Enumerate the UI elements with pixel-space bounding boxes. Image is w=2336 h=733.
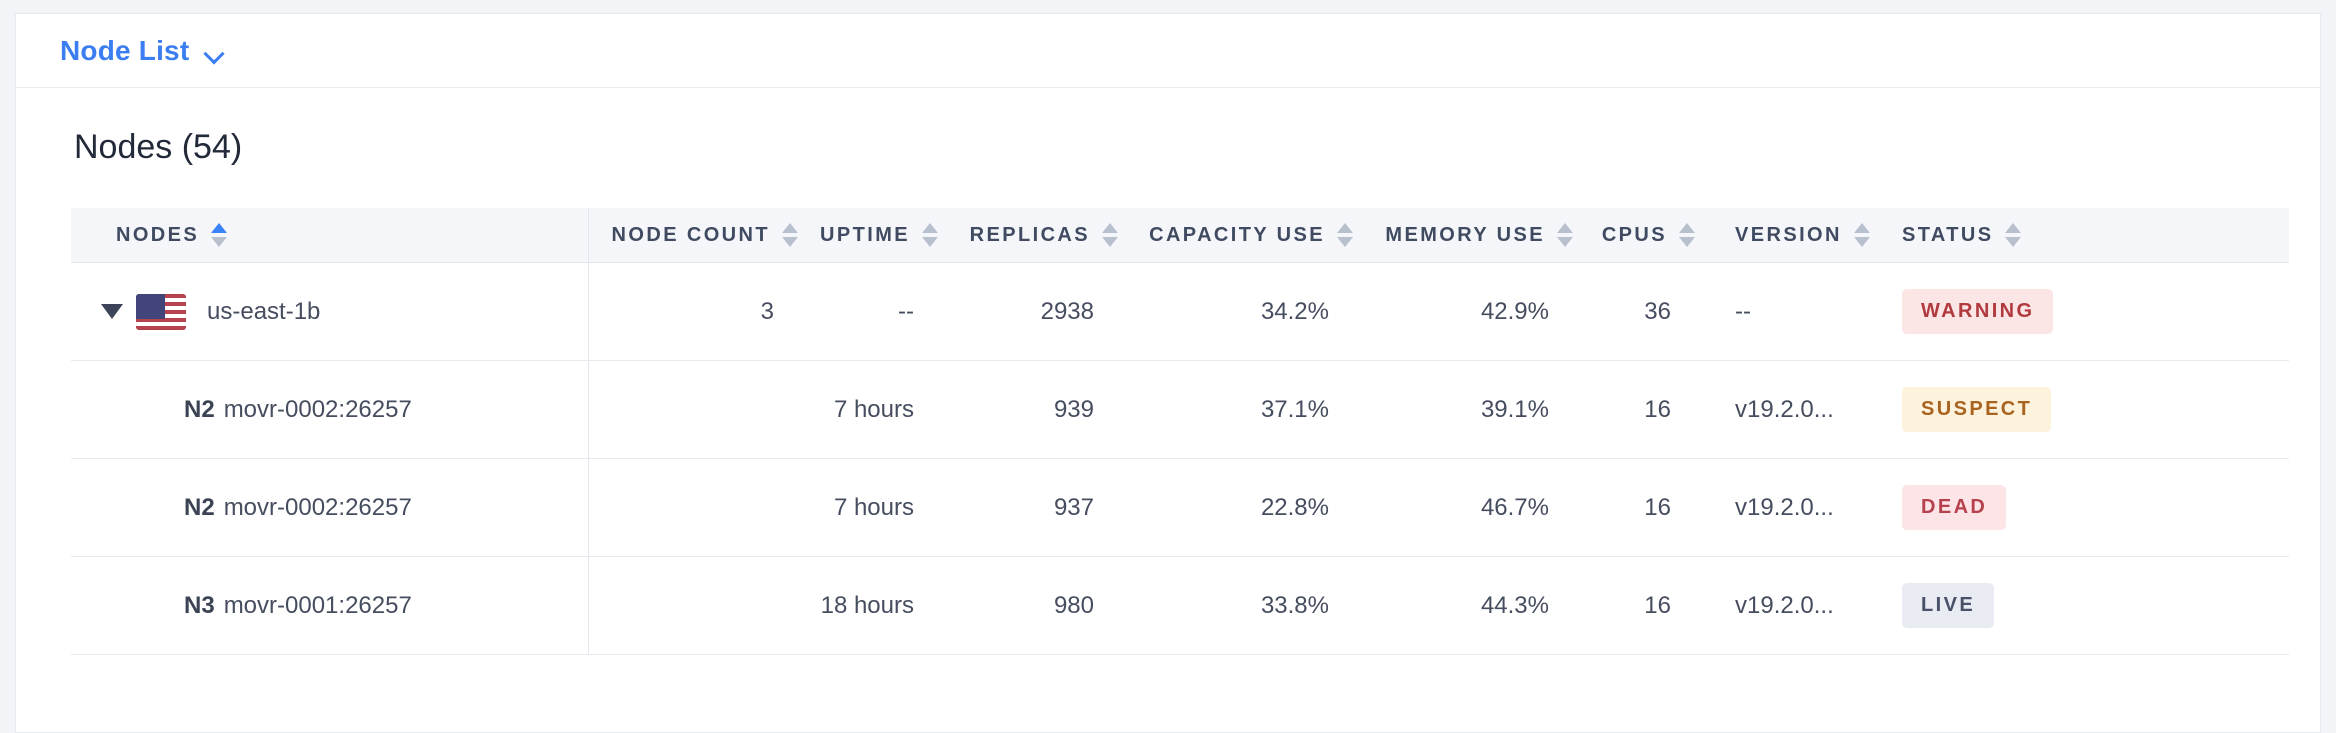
page-title: Nodes (54) — [74, 128, 243, 166]
replicas-value: 939 — [1053, 395, 1094, 423]
table-row-node: N3 movr-0001:26257 18 hours 980 33.8% 44… — [71, 557, 2289, 655]
node-address: movr-0002:26257 — [223, 395, 412, 423]
sort-icon[interactable] — [782, 223, 798, 247]
column-header-capacity-use[interactable]: CAPACITY USE — [1124, 208, 1359, 262]
column-header-uptime[interactable]: UPTIME — [804, 208, 944, 262]
node-cell[interactable]: N2 movr-0002:26257 — [71, 361, 589, 458]
sort-icon[interactable] — [1337, 223, 1353, 247]
column-header-version[interactable]: VERSION — [1701, 208, 1886, 262]
status-badge: DEAD — [1902, 485, 2007, 530]
region-name: us-east-1b — [207, 297, 321, 325]
column-header-nodes[interactable]: NODES — [71, 208, 589, 262]
sort-icon[interactable] — [1853, 223, 1870, 247]
sort-icon[interactable] — [2005, 223, 2022, 247]
node-address: movr-0001:26257 — [223, 591, 412, 619]
sort-icon[interactable] — [1679, 223, 1695, 247]
node-id: N3 — [184, 591, 215, 619]
table-row-node: N2 movr-0002:26257 7 hours 937 22.8% 46.… — [71, 459, 2289, 557]
replicas-value: 2938 — [1040, 297, 1094, 325]
replicas-value: 937 — [1053, 493, 1094, 521]
table-row-node: N2 movr-0002:26257 7 hours 939 37.1% 39.… — [71, 361, 2289, 459]
node-count-value — [589, 459, 804, 556]
column-header-node-count[interactable]: NODE COUNT — [589, 208, 804, 262]
sort-icon[interactable] — [1557, 223, 1573, 247]
column-header-replicas[interactable]: REPLICAS — [944, 208, 1124, 262]
column-header-memory-use[interactable]: MEMORY USE — [1359, 208, 1579, 262]
node-address: movr-0002:26257 — [223, 493, 412, 521]
uptime-value: 18 hours — [820, 591, 914, 619]
node-count-value — [589, 361, 804, 458]
capacity-use-value: 22.8% — [1260, 493, 1329, 521]
capacity-use-value: 37.1% — [1260, 395, 1329, 423]
nodes-table: NODES NODE COUNT UPTIME REPLICAS CAPACIT… — [71, 208, 2289, 655]
memory-use-value: 46.7% — [1480, 493, 1549, 521]
sort-icon[interactable] — [922, 223, 938, 247]
status-badge: WARNING — [1902, 289, 2054, 334]
version-value: -- — [1735, 297, 1751, 325]
table-row-region: us-east-1b 3 -- 2938 34.2% 42.9% 36 -- W… — [71, 263, 2289, 361]
uptime-value: 7 hours — [833, 395, 914, 423]
version-value: v19.2.0... — [1735, 591, 1834, 619]
sort-icon[interactable] — [211, 223, 228, 247]
us-flag-icon — [136, 293, 186, 330]
node-count-value: 3 — [760, 297, 774, 325]
sort-icon[interactable] — [1102, 223, 1118, 247]
capacity-use-value: 33.8% — [1260, 591, 1329, 619]
column-header-cpus[interactable]: CPUS — [1579, 208, 1701, 262]
status-badge: LIVE — [1902, 583, 1995, 628]
node-cell[interactable]: N3 movr-0001:26257 — [71, 557, 589, 654]
cpus-value: 16 — [1644, 493, 1671, 521]
node-id: N2 — [184, 395, 215, 423]
cpus-value: 36 — [1644, 297, 1671, 325]
uptime-value: 7 hours — [833, 493, 914, 521]
uptime-value: -- — [898, 297, 914, 325]
node-count-value — [589, 557, 804, 654]
collapse-caret-icon[interactable] — [101, 304, 123, 319]
status-badge: SUSPECT — [1902, 387, 2052, 432]
region-cell: us-east-1b — [71, 263, 589, 360]
node-list-card: Node List Nodes (54) NODES NODE COUNT UP… — [15, 13, 2321, 733]
version-value: v19.2.0... — [1735, 395, 1834, 423]
chevron-down-icon — [205, 47, 225, 59]
node-cell[interactable]: N2 movr-0002:26257 — [71, 459, 589, 556]
view-switcher-bar: Node List — [16, 14, 2320, 88]
capacity-use-value: 34.2% — [1260, 297, 1329, 325]
cpus-value: 16 — [1644, 591, 1671, 619]
replicas-value: 980 — [1053, 591, 1094, 619]
memory-use-value: 42.9% — [1480, 297, 1549, 325]
memory-use-value: 39.1% — [1480, 395, 1549, 423]
node-id: N2 — [184, 493, 215, 521]
node-list-dropdown[interactable]: Node List — [60, 35, 225, 67]
column-header-status[interactable]: STATUS — [1886, 208, 2289, 262]
version-value: v19.2.0... — [1735, 493, 1834, 521]
cpus-value: 16 — [1644, 395, 1671, 423]
memory-use-value: 44.3% — [1480, 591, 1549, 619]
node-list-dropdown-label: Node List — [60, 34, 190, 66]
table-header-row: NODES NODE COUNT UPTIME REPLICAS CAPACIT… — [71, 208, 2289, 263]
